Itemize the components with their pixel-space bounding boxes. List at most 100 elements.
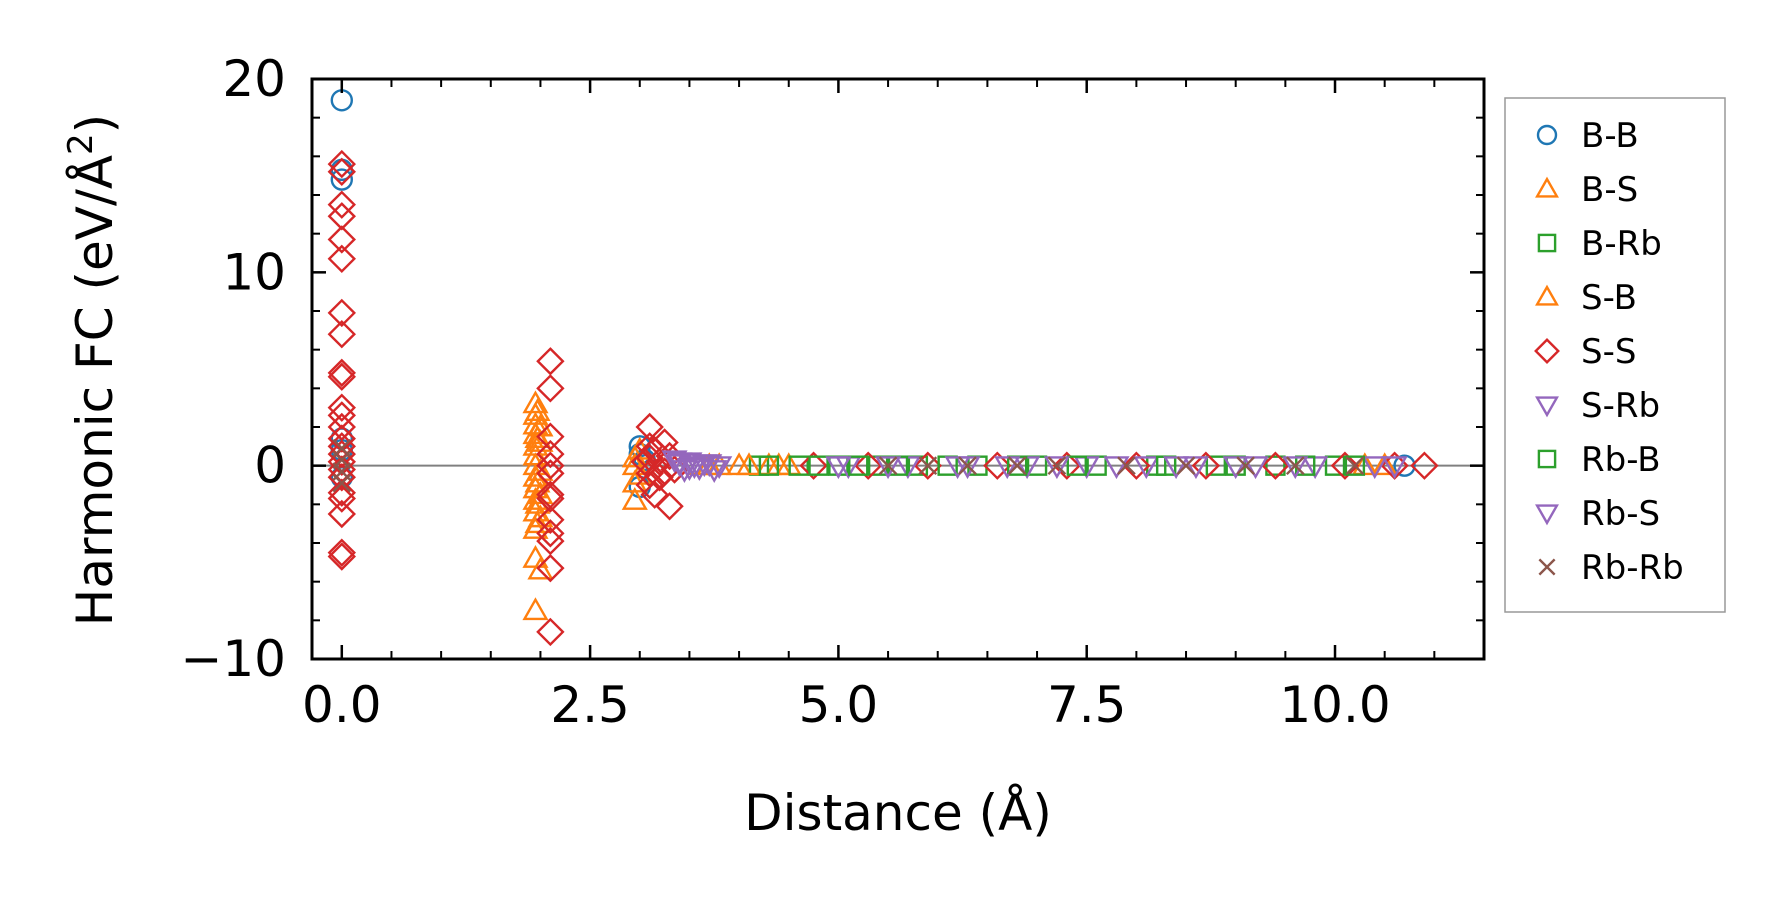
point-rb-s (676, 458, 703, 482)
point-s-b (735, 452, 763, 476)
point-rb-rb (1047, 456, 1067, 476)
x-tick-label: 10.0 (1279, 676, 1390, 734)
point-b-s (527, 458, 554, 481)
point-b-b (1393, 454, 1416, 477)
legend-label-rb-b: Rb-B (1581, 440, 1661, 480)
point-s-s (327, 225, 356, 254)
point-s-b (524, 510, 551, 534)
point-s-s (536, 484, 565, 513)
point-s-s (635, 470, 664, 500)
point-rb-b (758, 455, 780, 476)
point-s-s (1191, 451, 1221, 480)
point-b-rb (788, 455, 809, 476)
y-tick-label: −10 (180, 630, 286, 688)
point-s-rb (706, 456, 733, 480)
point-rb-b (1344, 455, 1366, 476)
legend-marker-b-rb (1537, 233, 1557, 253)
point-s-s (536, 505, 565, 534)
x-tick-label: 7.5 (1047, 676, 1127, 734)
y-tick-label: 20 (222, 50, 286, 108)
point-rb-rb (1345, 456, 1365, 476)
point-rb-rb (1176, 456, 1196, 476)
y-axis-title-superscript: 2 (61, 133, 101, 155)
point-s-s (536, 519, 565, 548)
point-s-b (1371, 452, 1398, 476)
point-s-s (1410, 451, 1439, 480)
point-rb-s (691, 454, 718, 478)
point-s-s (1261, 451, 1290, 480)
point-b-s (527, 556, 554, 580)
point-s-rb (1182, 456, 1210, 480)
point-s-s (327, 401, 356, 430)
point-rb-rb (918, 456, 938, 476)
point-s-s (327, 244, 356, 273)
point-s-s (1330, 451, 1360, 480)
x-tick-label: 2.5 (550, 676, 630, 734)
point-s-s (1122, 451, 1151, 480)
point-s-rb (1361, 456, 1388, 480)
point-rb-s (1282, 456, 1309, 480)
point-s-s (655, 492, 684, 521)
point-rb-rb (878, 456, 898, 476)
point-rb-s (1163, 456, 1190, 480)
legend-marker-b-s (1535, 176, 1559, 198)
series-rb-rb (332, 438, 1365, 493)
plot-frame (310, 77, 1486, 661)
point-s-s (913, 451, 942, 480)
legend-marker-s-s (1534, 338, 1560, 364)
point-s-s (635, 412, 664, 442)
point-s-s (327, 358, 356, 388)
point-s-b (524, 425, 551, 449)
point-rb-s (1043, 456, 1070, 480)
point-s-s (536, 526, 565, 556)
legend-label-b-rb: B-Rb (1581, 224, 1662, 264)
point-s-s (327, 463, 356, 492)
point-s-s (327, 447, 356, 476)
point-b-b (330, 168, 353, 191)
point-s-s (327, 149, 356, 179)
point-b-s (527, 481, 554, 505)
point-s-s (327, 412, 356, 442)
point-s-b (524, 398, 551, 421)
series-rb-s (666, 452, 1408, 483)
point-s-s (536, 422, 565, 451)
point-s-s (327, 320, 356, 349)
point-rb-rb (1117, 456, 1136, 476)
point-rb-s (1222, 456, 1249, 480)
point-s-s (983, 451, 1012, 480)
point-s-rb (1242, 456, 1269, 480)
point-s-s (1052, 451, 1082, 480)
point-b-rb (1265, 455, 1286, 476)
legend-label-b-s: B-S (1581, 170, 1638, 210)
point-rb-s (944, 456, 971, 480)
x-axis-title: Distance (Å) (744, 784, 1052, 842)
y-tick-label: 10 (222, 243, 286, 301)
point-s-s (536, 553, 565, 583)
point-s-s (327, 499, 356, 529)
point-s-s (536, 439, 565, 469)
point-s-s (327, 542, 356, 571)
point-s-s (327, 538, 356, 567)
x-tick-label: 0.0 (302, 676, 382, 734)
point-s-s (536, 374, 565, 403)
point-s-s (799, 451, 828, 480)
point-rb-s (994, 456, 1021, 480)
point-s-s (327, 393, 356, 422)
legend-frame (1504, 97, 1726, 613)
x-tick-label: 5.0 (799, 676, 879, 734)
legend-marker-s-rb (1535, 396, 1559, 418)
point-rb-b (1066, 455, 1087, 476)
legend-marker-rb-b (1537, 449, 1557, 469)
point-rb-rb (958, 456, 977, 476)
point-s-rb (1133, 456, 1160, 480)
y-tick-label: 0 (254, 437, 286, 495)
point-b-s (522, 597, 549, 621)
point-rb-rb (1236, 456, 1255, 476)
legend-label-s-b: S-B (1581, 278, 1637, 318)
point-s-s (327, 157, 356, 186)
legend-marker-rb-rb (1538, 558, 1556, 576)
legend-marker-rb-s (1535, 504, 1559, 526)
point-s-s (327, 424, 356, 453)
